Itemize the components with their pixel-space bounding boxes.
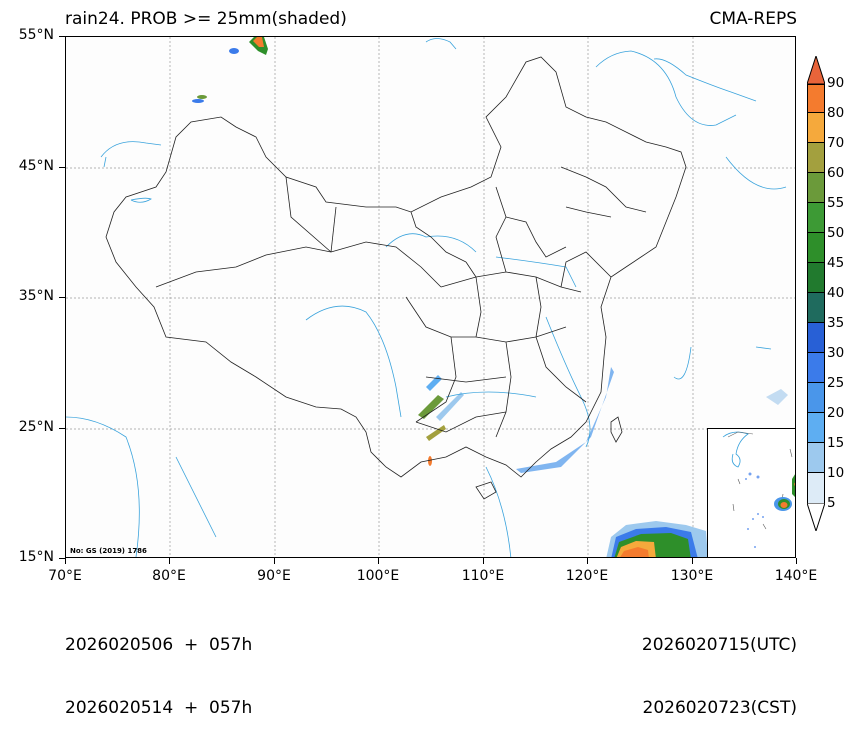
xtick-label: 140°E (774, 568, 818, 584)
valid-time-cst: 2026020723(CST) (642, 698, 797, 718)
colorbar-label: 55 (827, 195, 845, 211)
xtick-mark (65, 558, 66, 564)
colorbar-label: 45 (827, 255, 845, 271)
colorbar-segment (807, 383, 825, 413)
map-approval-note: No: GS (2019) 1786 (70, 547, 147, 555)
xtick-label: 110°E (461, 568, 505, 584)
political-borders (105, 56, 687, 500)
ytick-label: 35°N (18, 288, 54, 304)
xtick-mark (169, 558, 170, 564)
ytick-mark (59, 297, 65, 298)
colorbar-segment (807, 203, 825, 233)
colorbar-under-arrow (807, 503, 825, 531)
south-china-sea-inset (707, 428, 796, 558)
init-time-cst: 2026020514 + 057h (65, 698, 253, 718)
colorbar-segment (807, 323, 825, 353)
coastlines-rivers (66, 38, 787, 557)
colorbar-segment (807, 173, 825, 203)
colorbar-over-arrow (807, 56, 825, 84)
colorbar-segment (807, 84, 825, 113)
graticule (66, 37, 795, 557)
colorbar-segment (807, 113, 825, 143)
colorbar-label: 35 (827, 315, 845, 331)
ytick-mark (59, 558, 65, 559)
colorbar-segment (807, 233, 825, 263)
ytick-mark (59, 36, 65, 37)
xtick-label: 70°E (48, 568, 82, 584)
ytick-label: 55°N (18, 27, 54, 43)
xtick-label: 120°E (565, 568, 609, 584)
colorbar-label: 40 (827, 285, 845, 301)
ytick-label: 45°N (18, 158, 54, 174)
xtick-label: 90°E (257, 568, 291, 584)
inset-map (722, 431, 795, 548)
precip-shading (192, 37, 788, 557)
xtick-mark (796, 558, 797, 564)
valid-time-block: 2026020715(UTC) 2026020723(CST) (642, 593, 797, 740)
xtick-mark (692, 558, 693, 564)
colorbar-segment (807, 263, 825, 293)
xtick-mark (378, 558, 379, 564)
colorbar-label: 15 (827, 435, 845, 451)
colorbar-label: 30 (827, 345, 845, 361)
ytick-label: 25°N (18, 419, 54, 435)
colorbar-label: 20 (827, 405, 845, 421)
map-canvas (66, 37, 795, 557)
colorbar-label: 60 (827, 165, 845, 181)
colorbar-segment (807, 143, 825, 173)
xtick-label: 100°E (356, 568, 400, 584)
colorbar-label: 90 (827, 75, 845, 91)
xtick-label: 130°E (670, 568, 714, 584)
ytick-mark (59, 428, 65, 429)
xtick-label: 80°E (152, 568, 186, 584)
xtick-mark (274, 558, 275, 564)
model-name: CMA-REPS (709, 9, 797, 29)
valid-time-utc: 2026020715(UTC) (641, 635, 797, 655)
colorbar-segment (807, 353, 825, 383)
ytick-label: 15°N (18, 549, 54, 565)
colorbar-label: 10 (827, 465, 845, 481)
colorbar-segment (807, 473, 825, 504)
xtick-mark (483, 558, 484, 564)
colorbar-label: 25 (827, 375, 845, 391)
xtick-mark (587, 558, 588, 564)
init-time-block: 2026020506 + 057h 2026020514 + 057h (65, 593, 252, 740)
ytick-mark (59, 167, 65, 168)
colorbar-segment (807, 443, 825, 473)
colorbar-segment (807, 293, 825, 323)
colorbar-label: 80 (827, 105, 845, 121)
map-panel: No: GS (2019) 1786 (65, 36, 796, 558)
colorbar-label: 70 (827, 135, 845, 151)
init-time-utc: 2026020506 + 057h (65, 635, 253, 655)
chart-title: rain24. PROB >= 25mm(shaded) (65, 9, 347, 29)
colorbar-label: 50 (827, 225, 845, 241)
colorbar-label: 5 (827, 495, 836, 511)
colorbar-segment (807, 413, 825, 443)
